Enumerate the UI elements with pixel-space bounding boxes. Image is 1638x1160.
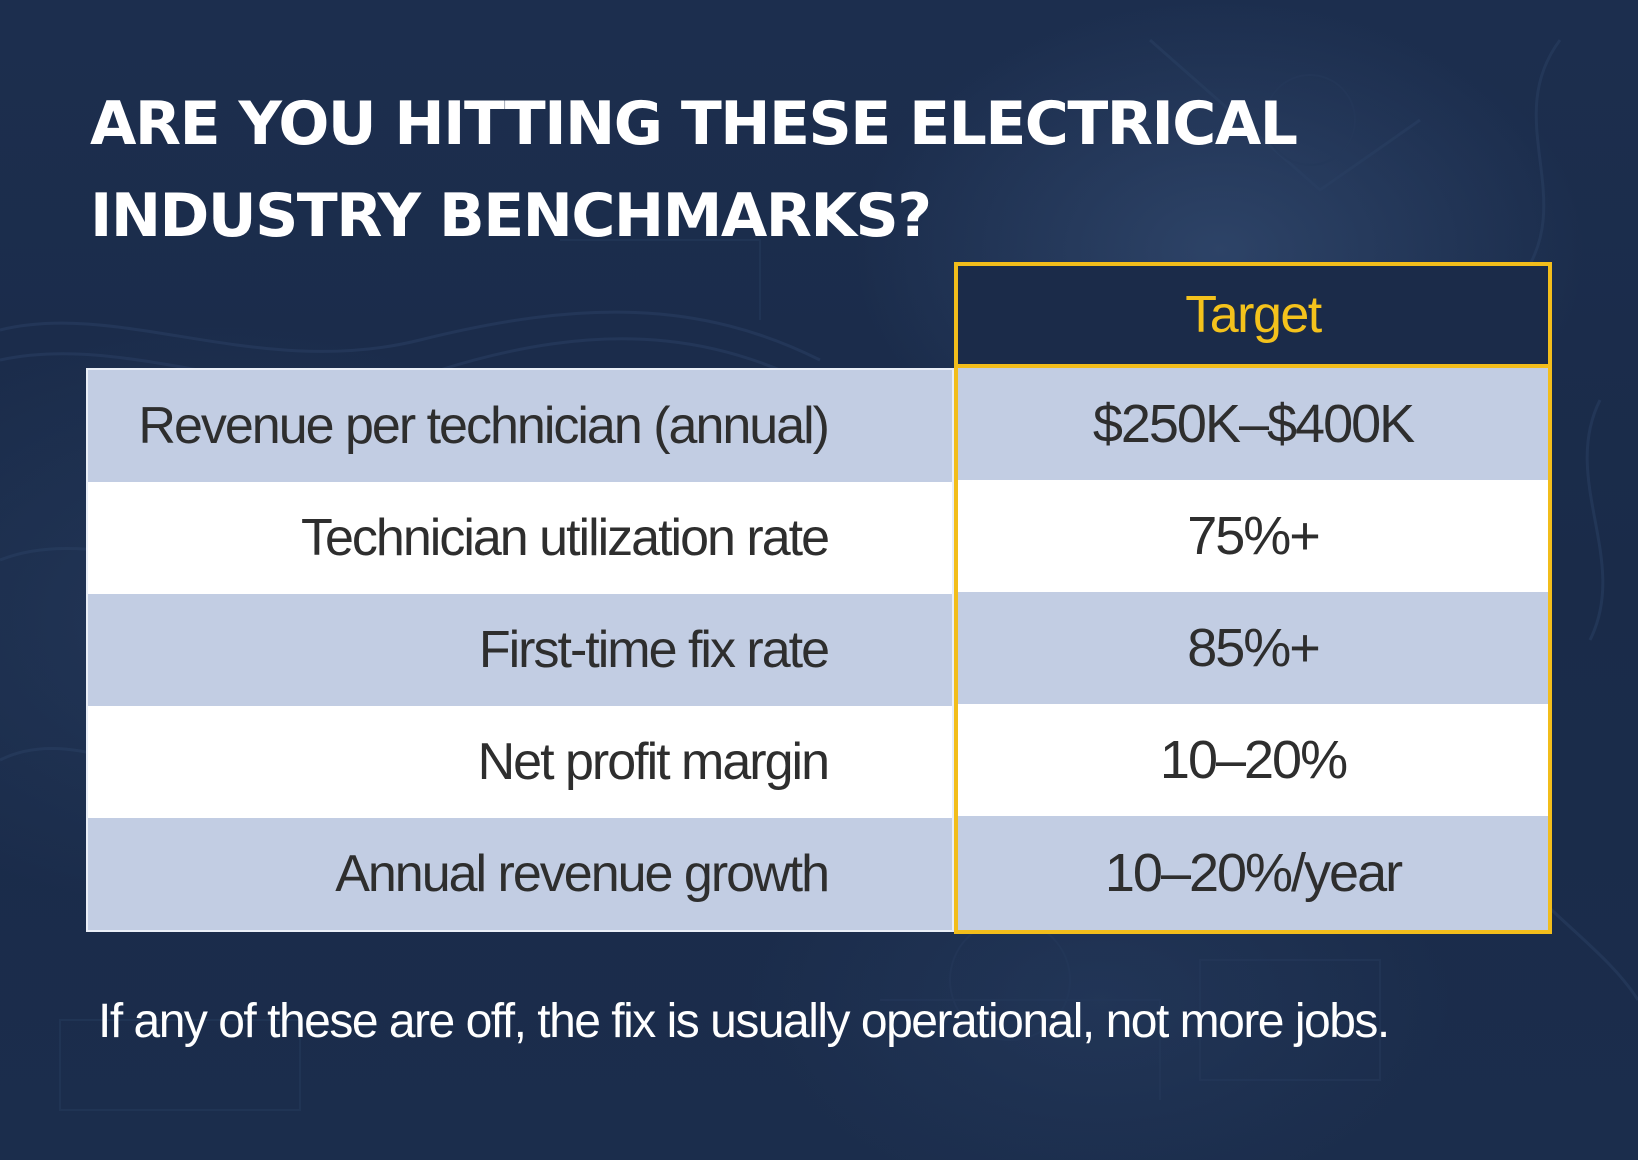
metric-cell-net-profit-margin: Net profit margin bbox=[477, 733, 830, 791]
page-title: ARE YOU HITTING THESE ELECTRICAL INDUSTR… bbox=[90, 78, 1490, 262]
metric-cell-revenue-per-technician: Revenue per technician (annual) bbox=[88, 370, 952, 482]
footnote: If any of these are off, the fix is usua… bbox=[98, 995, 1390, 1048]
target-column-highlight: Target $250K–$400K 75%+ 85%+ 10–20% 10–2… bbox=[954, 262, 1552, 934]
metric-cell-annual-revenue-growth: Annual revenue growth bbox=[88, 818, 952, 930]
target-cell-first-time-fix-rate: 85%+ bbox=[958, 592, 1548, 704]
target-cell-revenue-per-technician: $250K–$400K bbox=[958, 368, 1548, 480]
benchmark-metrics-column: Revenue per technician (annual) Technici… bbox=[86, 368, 954, 932]
metric-cell-first-time-fix-rate: First-time fix rate bbox=[88, 594, 952, 706]
title-line-2: INDUSTRY BENCHMARKS? bbox=[90, 181, 932, 251]
target-cell-net-profit-margin: 10–20% bbox=[958, 704, 1548, 816]
target-cell-annual-revenue-growth: 10–20%/year bbox=[958, 816, 1548, 930]
target-cell-utilization-rate: 75%+ bbox=[958, 480, 1548, 592]
title-line-1: ARE YOU HITTING THESE ELECTRICAL bbox=[90, 89, 1298, 159]
metric-cell-utilization-rate: Technician utilization rate bbox=[301, 509, 830, 567]
target-column-header: Target bbox=[958, 266, 1548, 368]
